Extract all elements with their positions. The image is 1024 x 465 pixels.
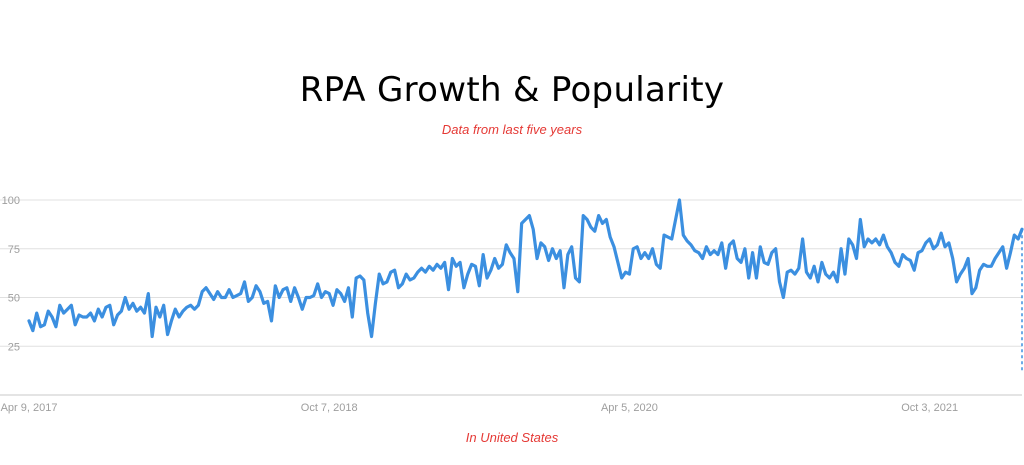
grid-layer: [0, 199, 1022, 396]
y-tick-label: 50: [8, 293, 20, 305]
series-layer: [27, 198, 1024, 373]
y-tick-label: 100: [2, 195, 20, 207]
x-tick-label: Apr 9, 2017: [1, 402, 58, 414]
x-tick-label: Oct 3, 2021: [901, 402, 958, 414]
y-tick-label: 25: [8, 341, 20, 353]
chart-subtitle: Data from last five years: [441, 122, 583, 137]
y-tick-labels: 25 50 75 100: [2, 195, 20, 353]
x-tick-label: Oct 7, 2018: [301, 402, 358, 414]
series-line-0: [27, 198, 1024, 339]
chart-title: RPA Growth & Popularity: [299, 70, 725, 110]
y-tick-label: 75: [8, 244, 20, 256]
chart-footnote: In United States: [465, 430, 559, 445]
x-tick-labels: Apr 9, 2017 Oct 7, 2018 Apr 5, 2020 Oct 3, …: [1, 402, 959, 414]
x-tick-label: Apr 5, 2020: [601, 402, 658, 414]
